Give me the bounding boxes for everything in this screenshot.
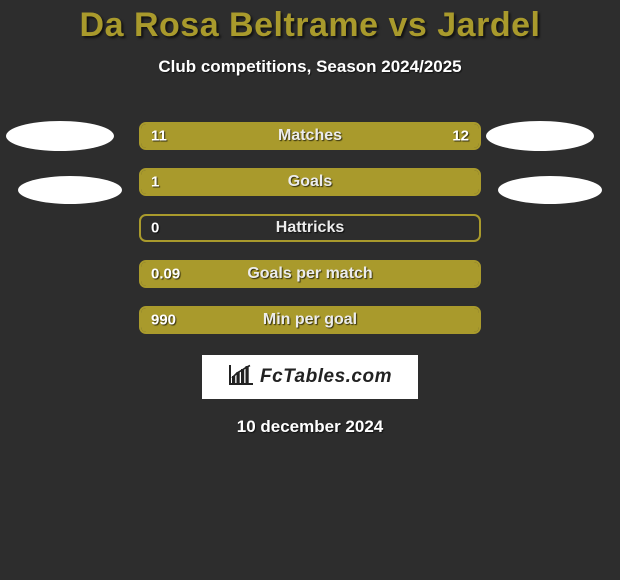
stat-bar: 0.09 Goals per match bbox=[139, 260, 481, 288]
stat-value-right: 12 bbox=[452, 128, 469, 145]
stat-label: Goals bbox=[288, 173, 332, 191]
stat-label: Min per goal bbox=[263, 311, 357, 329]
decorative-ellipse bbox=[18, 176, 122, 204]
subtitle: Club competitions, Season 2024/2025 bbox=[0, 57, 620, 77]
logo-text: FcTables.com bbox=[260, 366, 392, 388]
stat-value-left: 0 bbox=[151, 220, 159, 237]
stat-value-left: 1 bbox=[151, 174, 159, 191]
date-label: 10 december 2024 bbox=[0, 417, 620, 437]
stat-row: 0 Hattricks bbox=[0, 205, 620, 251]
stat-value-left: 11 bbox=[151, 128, 167, 145]
stat-bar: 990 Min per goal bbox=[139, 306, 481, 334]
stat-value-left: 0.09 bbox=[151, 266, 180, 283]
page-title: Da Rosa Beltrame vs Jardel bbox=[0, 0, 620, 45]
decorative-ellipse bbox=[498, 176, 602, 204]
stat-label: Hattricks bbox=[276, 219, 344, 237]
stat-bar: 1 Goals bbox=[139, 168, 481, 196]
logo-box: FcTables.com bbox=[202, 355, 418, 399]
decorative-ellipse bbox=[486, 121, 594, 151]
barchart-icon bbox=[228, 364, 254, 391]
stat-label: Matches bbox=[278, 127, 342, 145]
stat-row: 990 Min per goal bbox=[0, 297, 620, 343]
stat-row: 0.09 Goals per match bbox=[0, 251, 620, 297]
stat-bar: 11 12 Matches bbox=[139, 122, 481, 150]
decorative-ellipse bbox=[6, 121, 114, 151]
stat-label: Goals per match bbox=[247, 265, 372, 283]
stat-value-left: 990 bbox=[151, 312, 176, 329]
stat-bar: 0 Hattricks bbox=[139, 214, 481, 242]
